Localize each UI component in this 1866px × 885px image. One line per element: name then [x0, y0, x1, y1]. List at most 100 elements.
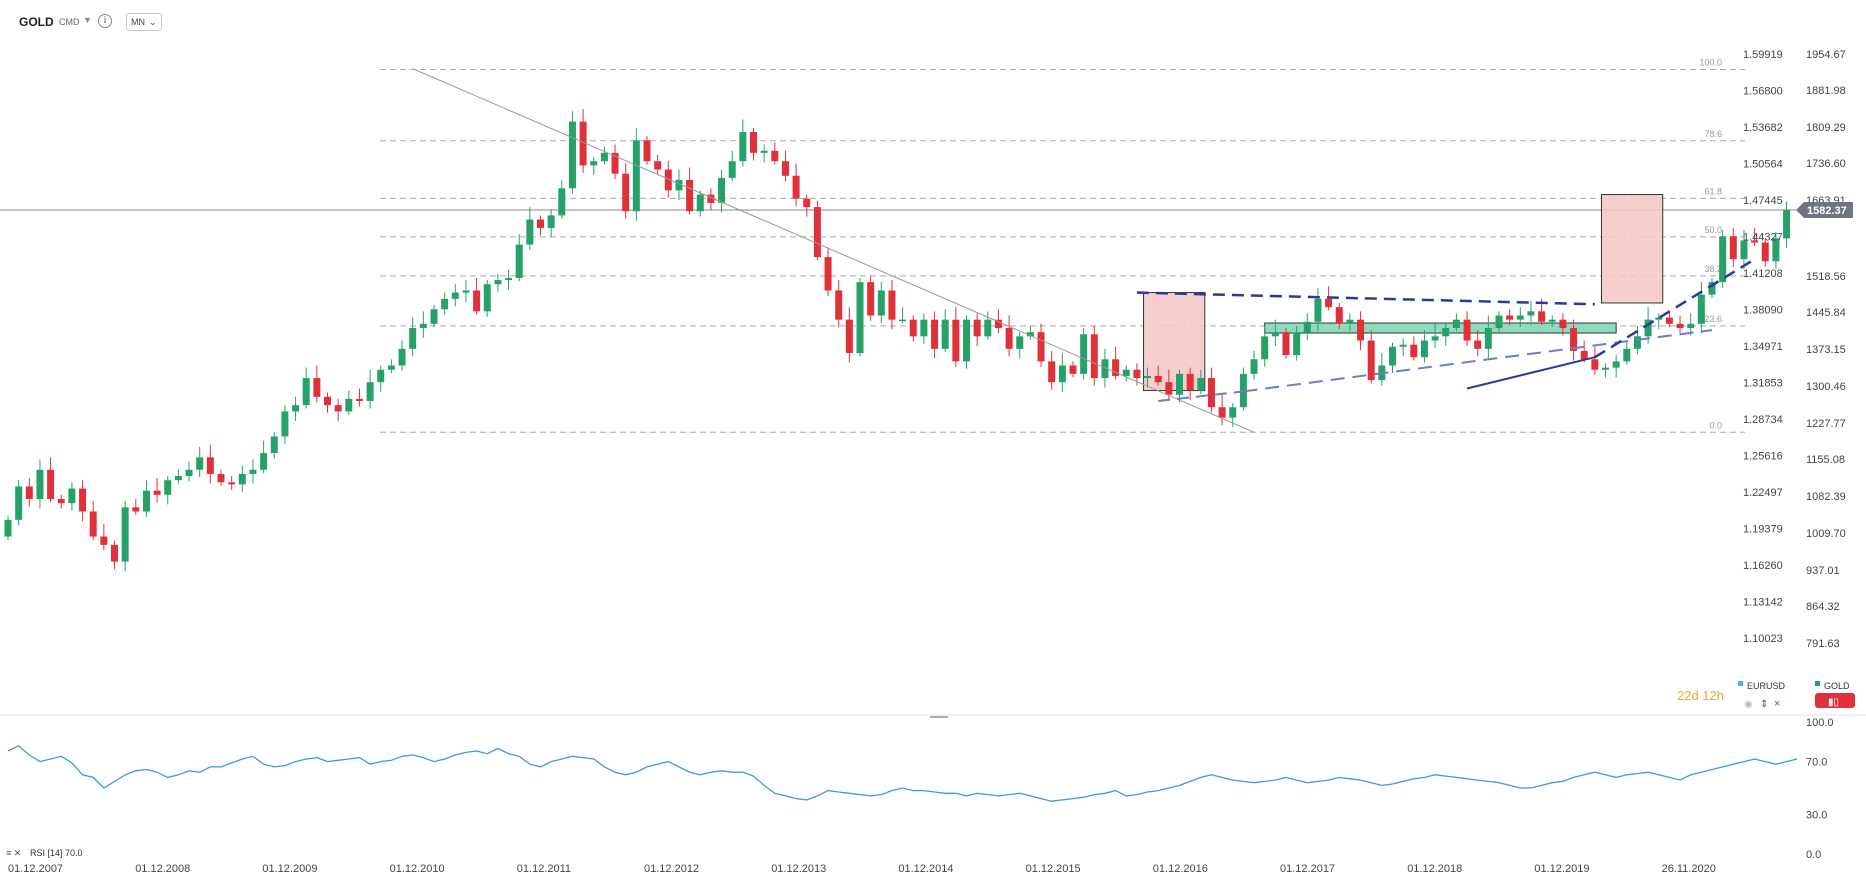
candle-body: [4, 519, 12, 537]
gold-legend-swatch: [1815, 681, 1820, 686]
candle-body: [600, 152, 608, 162]
candle-body: [409, 328, 417, 349]
candle-body: [249, 469, 257, 474]
candle-body: [643, 140, 651, 162]
candle-body: [1346, 319, 1354, 324]
eurusd-legend-swatch: [1738, 681, 1743, 686]
candle-body: [1154, 375, 1162, 383]
info-icon[interactable]: i: [98, 14, 112, 28]
candle-body: [79, 488, 87, 512]
candle-body: [1591, 359, 1599, 370]
symbol-dropdown-caret[interactable]: ▼: [83, 15, 92, 25]
candle-body: [909, 319, 917, 337]
rsi-line: [7, 745, 1798, 802]
candle-body: [973, 319, 981, 337]
candle-body: [1719, 236, 1727, 283]
left-axis-tick: 1.59919: [1743, 49, 1783, 61]
trendline: [1243, 329, 1713, 393]
right-axis-tick: 1373.15: [1806, 344, 1846, 356]
timeframe-select[interactable]: MN ⌄: [126, 13, 162, 31]
candle-body: [1644, 319, 1652, 337]
candle-body: [888, 290, 896, 320]
candle-body: [1399, 344, 1407, 347]
candle-body: [228, 482, 236, 485]
candle-body: [15, 486, 23, 520]
right-axis-tick: 1881.98: [1806, 85, 1846, 97]
candle-body: [1676, 323, 1684, 329]
candle-body: [1271, 332, 1279, 337]
candle-body: [1282, 332, 1290, 356]
right-axis-tick: 1518.56: [1806, 271, 1846, 283]
left-axis-tick: 1.50564: [1743, 159, 1783, 171]
left-axis-tick: 1.34971: [1743, 341, 1783, 353]
candle-body: [739, 132, 747, 162]
candle-body: [1442, 328, 1450, 337]
candle-body: [1122, 369, 1130, 376]
candle-body: [1697, 294, 1705, 324]
right-axis-tick: 1809.29: [1806, 122, 1846, 134]
candle-body: [1218, 407, 1226, 418]
candle-body: [835, 290, 843, 320]
candle-body: [1729, 236, 1737, 260]
candle-body: [387, 365, 395, 370]
close-icon: ×: [1774, 698, 1780, 710]
candle-body: [441, 298, 449, 310]
candle-body: [1133, 369, 1141, 379]
candle-body: [1144, 375, 1152, 379]
candle-body: [1474, 340, 1482, 349]
candle-body: [47, 469, 55, 499]
candle-body: [1761, 242, 1769, 262]
candle-body: [579, 121, 587, 166]
candle-body: [313, 378, 321, 397]
x-axis-tick: 01.12.2011: [517, 863, 571, 875]
candle-body: [547, 215, 555, 228]
x-axis-tick: 01.12.2012: [644, 863, 699, 875]
symbol-label[interactable]: GOLD: [19, 15, 54, 29]
candle-body: [430, 309, 438, 324]
candle-body: [121, 507, 129, 562]
candle-body: [1250, 359, 1258, 374]
candle-body: [1783, 209, 1791, 239]
price-tag-label: 1582.37: [1807, 205, 1847, 217]
candle-body: [1602, 367, 1609, 370]
candle-body: [1665, 317, 1673, 324]
candle-body: [611, 152, 619, 174]
candle-body: [1207, 378, 1215, 408]
candle-body: [803, 198, 811, 208]
timeframe-value: MN: [131, 17, 145, 27]
candle-body: [1452, 319, 1460, 329]
candle-body: [1229, 407, 1237, 418]
x-axis-tick: 01.12.2009: [262, 863, 317, 875]
candle-body: [537, 219, 544, 228]
right-axis-tick: 1155.08: [1806, 454, 1845, 466]
left-axis-tick: 1.53682: [1743, 122, 1783, 134]
fib-level-label: 0.0: [1709, 420, 1722, 430]
candle-body: [867, 282, 875, 316]
left-axis-tick: 1.19379: [1743, 524, 1783, 536]
candle-body: [1058, 365, 1066, 383]
right-axis-tick: 1082.39: [1806, 491, 1846, 503]
candle-body: [25, 486, 33, 499]
candle-body: [1538, 311, 1546, 322]
candle-body: [494, 280, 502, 285]
left-axis-tick: 1.16260: [1743, 560, 1783, 572]
candle-body: [1293, 332, 1301, 356]
candle-body: [505, 277, 513, 281]
candle-body: [1410, 344, 1418, 358]
candle-body: [334, 405, 342, 412]
candle-body: [750, 132, 757, 153]
candle-body: [856, 282, 864, 354]
candle-body: [68, 488, 76, 504]
candle-body: [355, 398, 363, 401]
eurusd-legend-label: EURUSD: [1747, 681, 1786, 691]
left-axis-tick: 1.13142: [1743, 597, 1783, 609]
candle-body: [1751, 240, 1759, 243]
candle-body: [1186, 373, 1194, 391]
trendline: [412, 68, 1255, 433]
rsi-settings-icon: ≡ ✕: [6, 848, 21, 858]
candle-body: [1708, 282, 1716, 295]
candle-body: [1261, 336, 1269, 360]
candle-body: [707, 194, 715, 203]
candle-body: [654, 161, 662, 170]
